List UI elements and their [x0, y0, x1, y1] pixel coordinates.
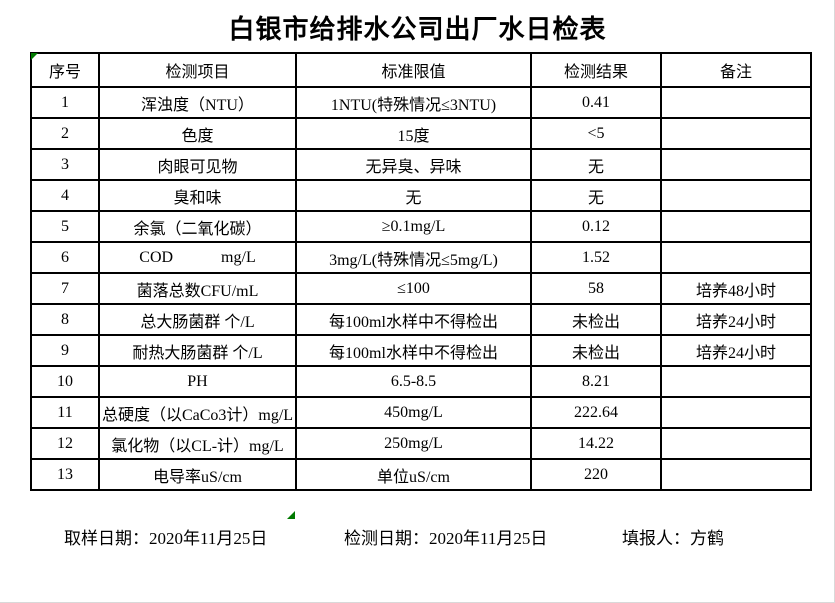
reporter-label: 填报人：方鹤: [622, 529, 724, 548]
sample-date-label: 取样日期：2020年11月25日: [64, 529, 268, 548]
cell-remark: [660, 365, 812, 398]
cell-standard-limit: 3mg/L(特殊情况≤5mg/L): [295, 241, 532, 274]
cell-index: 1: [30, 86, 100, 119]
cell-item: 电导率uS/cm: [98, 458, 297, 491]
cell-standard-limit: 无: [295, 179, 532, 212]
cell-standard-limit: 单位uS/cm: [295, 458, 532, 491]
cell-index: 6: [30, 241, 100, 274]
cell-result: 无: [530, 179, 662, 212]
cell-standard-limit: 15度: [295, 117, 532, 150]
cell-remark: [660, 117, 812, 150]
cell-index: 2: [30, 117, 100, 150]
table-row: 1 浑浊度（NTU） 1NTU(特殊情况≤3NTU) 0.41: [30, 86, 812, 119]
page-title: 白银市给排水公司出厂水日检表: [228, 14, 607, 44]
column-header-remark: 备注: [660, 52, 812, 88]
header-row: 序号 检测项目 标准限值 检测结果 备注: [30, 52, 812, 88]
table-row: 7 菌落总数CFU/mL ≤100 58 培养48小时: [30, 272, 812, 305]
column-header-index: 序号: [30, 52, 100, 88]
table-row: 5 余氯（二氧化碳） ≥0.1mg/L 0.12: [30, 210, 812, 243]
table-row: 4 臭和味无无: [30, 179, 812, 212]
cell-standard-limit: 每100ml水样中不得检出: [295, 303, 532, 336]
cell-result: 220: [530, 458, 662, 491]
cell-index: 5: [30, 210, 100, 243]
cell-index: 13: [30, 458, 100, 491]
cell-remark: [660, 148, 812, 181]
excel-corner-marker-icon: [31, 53, 38, 60]
table-row: 10 PH 6.5-8.5 8.21: [30, 365, 812, 398]
cell-index: 10: [30, 365, 100, 398]
cell-standard-limit: 450mg/L: [295, 396, 532, 429]
cell-result: 222.64: [530, 396, 662, 429]
table-row: 3 肉眼可见物 无异臭、异味无: [30, 148, 812, 181]
cell-index: 8: [30, 303, 100, 336]
cell-index: 4: [30, 179, 100, 212]
cell-remark: [660, 396, 812, 429]
excel-bottom-marker-icon: [287, 511, 295, 519]
cell-remark: [660, 210, 812, 243]
cell-standard-limit: 1NTU(特殊情况≤3NTU): [295, 86, 532, 119]
cell-index: 9: [30, 334, 100, 367]
table-row: 9 耐热大肠菌群 个/L 每100ml水样中不得检出 未检出 培养24小时: [30, 334, 812, 367]
cell-item: 耐热大肠菌群 个/L: [98, 334, 297, 367]
cell-standard-limit: ≥0.1mg/L: [295, 210, 532, 243]
column-header-item: 检测项目: [98, 52, 297, 88]
cell-remark: [660, 86, 812, 119]
cell-result: <5: [530, 117, 662, 150]
cell-result: 14.22: [530, 427, 662, 460]
cell-item: 余氯（二氧化碳）: [98, 210, 297, 243]
cell-index: 11: [30, 396, 100, 429]
cell-standard-limit: ≤100: [295, 272, 532, 305]
cell-result: 1.52: [530, 241, 662, 274]
cell-standard-limit: 每100ml水样中不得检出: [295, 334, 532, 367]
cell-standard-limit: 6.5-8.5: [295, 365, 532, 398]
cell-item: 肉眼可见物: [98, 148, 297, 181]
table-row: 6 COD mg/L 3mg/L(特殊情况≤5mg/L) 1.52: [30, 241, 812, 274]
cell-result: 无: [530, 148, 662, 181]
footer: 取样日期：2020年11月25日 检测日期：2020年11月25日 填报人：方鹤: [0, 524, 835, 548]
cell-remark: 培养24小时: [660, 303, 812, 336]
column-header-standard-limit: 标准限值: [295, 52, 532, 88]
cell-item: 臭和味: [98, 179, 297, 212]
cell-item: COD mg/L: [98, 241, 297, 274]
cell-index: 12: [30, 427, 100, 460]
cell-index: 3: [30, 148, 100, 181]
test-date-label: 检测日期：2020年11月25日: [344, 529, 548, 548]
cell-item: 浑浊度（NTU）: [98, 86, 297, 119]
cell-item: 氯化物（以CL-计）mg/L: [98, 427, 297, 460]
cell-standard-limit: 无异臭、异味: [295, 148, 532, 181]
cell-item: 总硬度（以CaCo3计）mg/L: [98, 396, 297, 429]
table-row: 13 电导率uS/cm 单位uS/cm 220: [30, 458, 812, 491]
cell-remark: [660, 241, 812, 274]
table-row: 11 总硬度（以CaCo3计）mg/L 450mg/L 222.64: [30, 396, 812, 429]
cell-index: 7: [30, 272, 100, 305]
cell-remark: 培养48小时: [660, 272, 812, 305]
cell-result: 0.41: [530, 86, 662, 119]
cell-remark: [660, 458, 812, 491]
table-row: 2 色度 15度 <5: [30, 117, 812, 150]
cell-remark: [660, 179, 812, 212]
table-row: 8 总大肠菌群 个/L 每100ml水样中不得检出 未检出 培养24小时: [30, 303, 812, 336]
cell-remark: 培养24小时: [660, 334, 812, 367]
column-header-result: 检测结果: [530, 52, 662, 88]
cell-result: 58: [530, 272, 662, 305]
cell-result: 未检出: [530, 334, 662, 367]
cell-item: 色度: [98, 117, 297, 150]
cell-item: 总大肠菌群 个/L: [98, 303, 297, 336]
cell-standard-limit: 250mg/L: [295, 427, 532, 460]
cell-remark: [660, 427, 812, 460]
cell-result: 8.21: [530, 365, 662, 398]
inspection-table: 序号 检测项目 标准限值 检测结果 备注 1 浑浊度（NTU） 1NTU(特殊情况≤3NTU…: [30, 52, 812, 491]
cell-result: 0.12: [530, 210, 662, 243]
table-row: 12 氯化物（以CL-计）mg/L 250mg/L 14.22: [30, 427, 812, 460]
cell-item: PH: [98, 365, 297, 398]
cell-item: 菌落总数CFU/mL: [98, 272, 297, 305]
cell-result: 未检出: [530, 303, 662, 336]
